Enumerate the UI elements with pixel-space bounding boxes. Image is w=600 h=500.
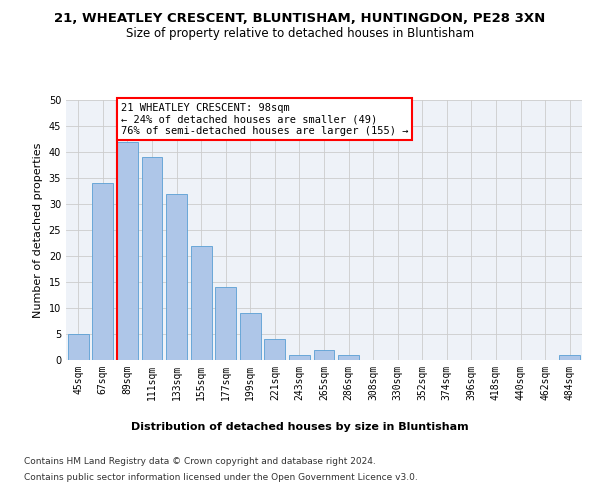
Bar [265,339,286,360]
Text: Contains public sector information licensed under the Open Government Licence v3: Contains public sector information licen… [24,472,418,482]
Bar [215,287,236,360]
Bar [142,157,163,360]
Bar [92,183,113,360]
Bar [338,355,359,360]
Text: 21, WHEATLEY CRESCENT, BLUNTISHAM, HUNTINGDON, PE28 3XN: 21, WHEATLEY CRESCENT, BLUNTISHAM, HUNTI… [55,12,545,26]
Y-axis label: Number of detached properties: Number of detached properties [33,142,43,318]
Text: Distribution of detached houses by size in Bluntisham: Distribution of detached houses by size … [131,422,469,432]
Bar [314,350,334,360]
Bar [240,313,261,360]
Text: Size of property relative to detached houses in Bluntisham: Size of property relative to detached ho… [126,28,474,40]
Bar [191,246,212,360]
Bar [68,334,89,360]
Bar [117,142,138,360]
Text: 21 WHEATLEY CRESCENT: 98sqm
← 24% of detached houses are smaller (49)
76% of sem: 21 WHEATLEY CRESCENT: 98sqm ← 24% of det… [121,102,408,136]
Bar [289,355,310,360]
Bar [559,355,580,360]
Text: Contains HM Land Registry data © Crown copyright and database right 2024.: Contains HM Land Registry data © Crown c… [24,458,376,466]
Bar [166,194,187,360]
